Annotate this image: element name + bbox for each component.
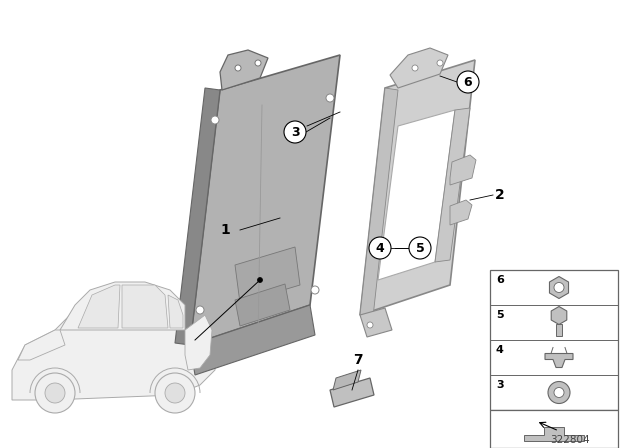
Polygon shape (122, 285, 168, 328)
Polygon shape (360, 60, 475, 315)
Polygon shape (333, 370, 361, 390)
Polygon shape (524, 427, 584, 441)
Polygon shape (545, 353, 573, 367)
Text: 6: 6 (464, 76, 472, 89)
Polygon shape (435, 108, 470, 262)
Polygon shape (390, 48, 448, 88)
Circle shape (155, 373, 195, 413)
Polygon shape (235, 247, 300, 303)
Circle shape (554, 388, 564, 397)
Text: 3: 3 (496, 380, 504, 390)
Circle shape (311, 286, 319, 294)
Polygon shape (330, 378, 374, 407)
Polygon shape (450, 155, 476, 185)
Text: 5: 5 (415, 241, 424, 254)
Circle shape (35, 373, 75, 413)
Circle shape (235, 65, 241, 71)
Circle shape (284, 121, 306, 143)
Circle shape (255, 60, 261, 66)
Polygon shape (168, 295, 183, 328)
Bar (490, 410, 618, 448)
Polygon shape (78, 285, 120, 328)
Text: 3: 3 (291, 125, 300, 138)
Circle shape (554, 283, 564, 293)
Circle shape (548, 382, 570, 404)
Polygon shape (220, 50, 268, 90)
Circle shape (409, 237, 431, 259)
Circle shape (412, 65, 418, 71)
Text: 4: 4 (376, 241, 385, 254)
Polygon shape (360, 88, 398, 317)
Circle shape (326, 94, 334, 102)
Circle shape (211, 116, 219, 124)
Text: 4: 4 (496, 345, 504, 355)
Text: 7: 7 (353, 353, 363, 367)
Circle shape (165, 383, 185, 403)
Polygon shape (190, 55, 340, 345)
Circle shape (45, 383, 65, 403)
Polygon shape (175, 88, 220, 345)
Text: 1: 1 (220, 223, 230, 237)
Circle shape (369, 237, 391, 259)
Circle shape (457, 71, 479, 93)
Circle shape (196, 306, 204, 314)
Polygon shape (12, 295, 215, 400)
Bar (556, 324, 562, 336)
Polygon shape (185, 315, 212, 370)
Polygon shape (190, 305, 315, 375)
Text: 2: 2 (495, 188, 505, 202)
Circle shape (437, 60, 443, 66)
Polygon shape (378, 110, 455, 280)
Polygon shape (60, 282, 185, 330)
Text: 322804: 322804 (550, 435, 590, 445)
Polygon shape (235, 284, 290, 326)
Circle shape (257, 277, 262, 283)
Text: 6: 6 (496, 275, 504, 285)
Polygon shape (360, 308, 392, 337)
Polygon shape (18, 330, 65, 360)
Text: 5: 5 (496, 310, 504, 320)
Polygon shape (450, 200, 472, 225)
Bar (490, 270, 618, 410)
Circle shape (367, 322, 373, 328)
